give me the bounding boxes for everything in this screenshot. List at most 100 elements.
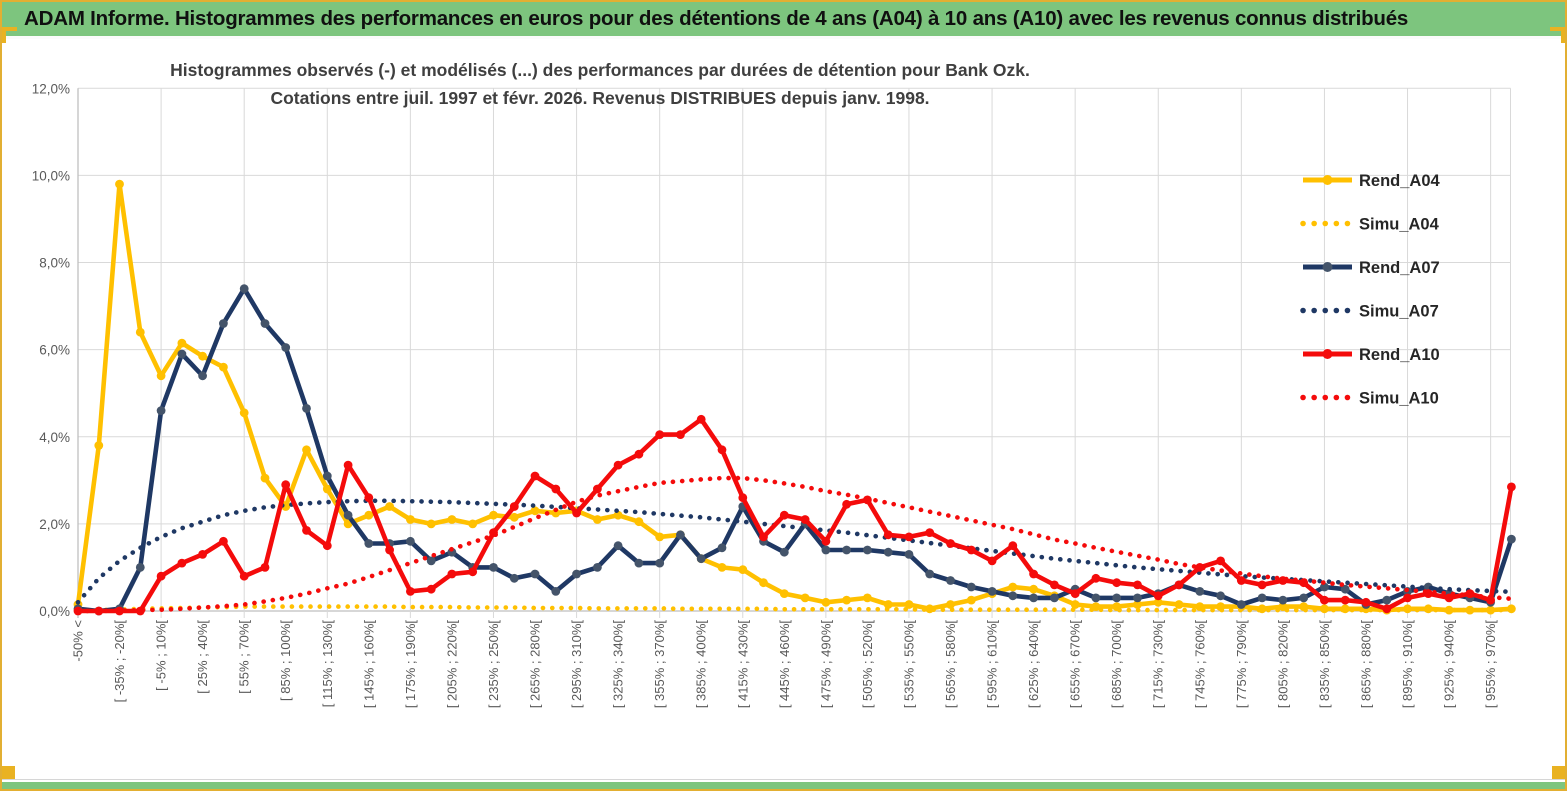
series-Rend_A10 (78, 416, 1514, 614)
legend-label-Rend_A04: Rend_A04 (1359, 172, 1441, 190)
series-Simu_A04 (75, 604, 1514, 613)
marker-Rend_A10 (1236, 576, 1246, 585)
x-tick-label: [ -35% ; -20%[ (112, 620, 127, 703)
marker-Rend_A04 (385, 502, 394, 511)
marker-Rend_A07 (343, 510, 353, 520)
marker-Rend_A04 (1174, 600, 1184, 609)
x-tick-label: [ 535% ; 550%[ (901, 620, 916, 709)
chart-title-line1: Histogrammes observés (-) et modélisés (… (170, 60, 1030, 80)
marker-Rend_A07 (1382, 595, 1392, 605)
legend-label-Simu_A07: Simu_A07 (1359, 303, 1439, 321)
marker-Rend_A04 (904, 600, 914, 609)
marker-Rend_A07 (198, 371, 208, 381)
marker-Rend_A10 (613, 460, 623, 470)
marker-Rend_A07 (1195, 587, 1205, 596)
marker-Rend_A07 (1507, 534, 1516, 544)
legend-item-Rend_A04[interactable]: Rend_A04 (1303, 172, 1441, 190)
marker-Rend_A07 (572, 569, 581, 579)
marker-Rend_A07 (634, 558, 644, 568)
marker-Rend_A10 (655, 430, 665, 439)
selection-handle-top-right[interactable] (1550, 27, 1565, 31)
marker-Rend_A07 (863, 545, 872, 555)
x-tick-label: [ 625% ; 640%[ (1026, 620, 1041, 709)
marker-Rend_A10 (156, 571, 166, 581)
legend-item-Simu_A07[interactable]: Simu_A07 (1300, 303, 1439, 321)
selection-handle-top-right-v[interactable] (1561, 27, 1565, 43)
marker-Rend_A10 (343, 460, 353, 470)
x-tick-label: [ 775% ; 790%[ (1234, 620, 1249, 709)
marker-Rend_A07 (696, 554, 706, 564)
marker-Rend_A07 (135, 563, 145, 572)
marker-Rend_A07 (1257, 593, 1267, 603)
marker-Rend_A04 (156, 371, 166, 381)
x-tick-label: [ 85% ; 100%[ (278, 620, 293, 701)
marker-Rend_A10 (406, 587, 415, 596)
marker-Rend_A10 (509, 502, 519, 511)
marker-Rend_A07 (156, 406, 166, 415)
marker-Rend_A10 (946, 539, 955, 548)
legend-label-Simu_A04: Simu_A04 (1359, 216, 1440, 234)
marker-Rend_A10 (1403, 593, 1412, 603)
marker-Rend_A04 (322, 484, 332, 494)
selection-handle-bottom-left[interactable] (2, 766, 15, 779)
marker-Rend_A10 (177, 558, 187, 568)
legend-label-Simu_A10: Simu_A10 (1359, 390, 1439, 408)
marker-Rend_A10 (1029, 569, 1038, 579)
marker-Rend_A04 (239, 408, 249, 418)
y-tick-label: 0,0% (39, 604, 70, 619)
marker-Rend_A04 (115, 179, 124, 189)
marker-Rend_A10 (468, 567, 478, 577)
marker-Rend_A10 (759, 532, 768, 542)
marker-Rend_A04 (717, 563, 727, 572)
marker-Rend_A10 (239, 571, 249, 581)
marker-Rend_A04 (759, 578, 768, 588)
selection-handle-top-left-v[interactable] (2, 27, 6, 43)
marker-Rend_A10 (198, 550, 208, 559)
marker-Rend_A07 (426, 556, 436, 566)
x-tick-label: [ 145% ; 160%[ (361, 620, 376, 709)
marker-Rend_A10 (842, 499, 851, 509)
marker-Rend_A10 (1320, 595, 1329, 605)
legend-item-Rend_A10[interactable]: Rend_A10 (1303, 346, 1440, 364)
marker-Rend_A07 (966, 582, 976, 592)
marker-Rend_A07 (987, 587, 997, 596)
series-Simu_A07 (75, 498, 1514, 605)
marker-Rend_A04 (468, 519, 478, 529)
x-tick-label: [ 565% ; 580%[ (943, 620, 958, 709)
legend-item-Simu_A10[interactable]: Simu_A10 (1300, 390, 1439, 408)
y-tick-label: 2,0% (39, 517, 70, 532)
marker-Rend_A04 (655, 532, 665, 542)
marker-Rend_A04 (1133, 600, 1142, 609)
marker-Rend_A04 (966, 595, 976, 605)
marker-Rend_A04 (1153, 597, 1163, 607)
marker-Rend_A04 (1444, 605, 1454, 615)
marker-Rend_A07 (177, 349, 187, 359)
x-tick-label: [ 505% ; 520%[ (860, 620, 875, 709)
marker-Rend_A07 (239, 284, 249, 294)
selection-handle-bottom-right[interactable] (1552, 766, 1565, 779)
legend-item-Simu_A04[interactable]: Simu_A04 (1300, 216, 1440, 234)
marker-Rend_A04 (800, 593, 810, 603)
marker-Rend_A10 (260, 563, 270, 572)
bottom-divider (2, 779, 1565, 780)
window-title: ADAM Informe. Histogrammes des performan… (24, 7, 1409, 30)
x-tick-label: [ 925% ; 940%[ (1442, 620, 1457, 709)
marker-Rend_A07 (1299, 593, 1309, 603)
marker-Rend_A04 (530, 506, 540, 516)
x-tick-label: -50% < (71, 620, 86, 662)
marker-Rend_A10 (634, 449, 644, 459)
legend-item-Rend_A07[interactable]: Rend_A07 (1303, 259, 1440, 277)
marker-Rend_A10 (1257, 580, 1267, 590)
marker-Rend_A04 (406, 515, 415, 524)
marker-Rend_A07 (219, 319, 228, 328)
x-tick-label: [ 325% ; 340%[ (611, 620, 626, 709)
marker-Rend_A10 (281, 480, 291, 490)
marker-Rend_A04 (94, 441, 104, 450)
selection-handle-top-left[interactable] (2, 27, 17, 31)
marker-Rend_A10 (676, 430, 685, 439)
marker-Rend_A10 (115, 606, 124, 616)
marker-Rend_A04 (883, 600, 893, 609)
marker-Rend_A07 (1133, 593, 1142, 603)
marker-Rend_A07 (260, 319, 270, 328)
